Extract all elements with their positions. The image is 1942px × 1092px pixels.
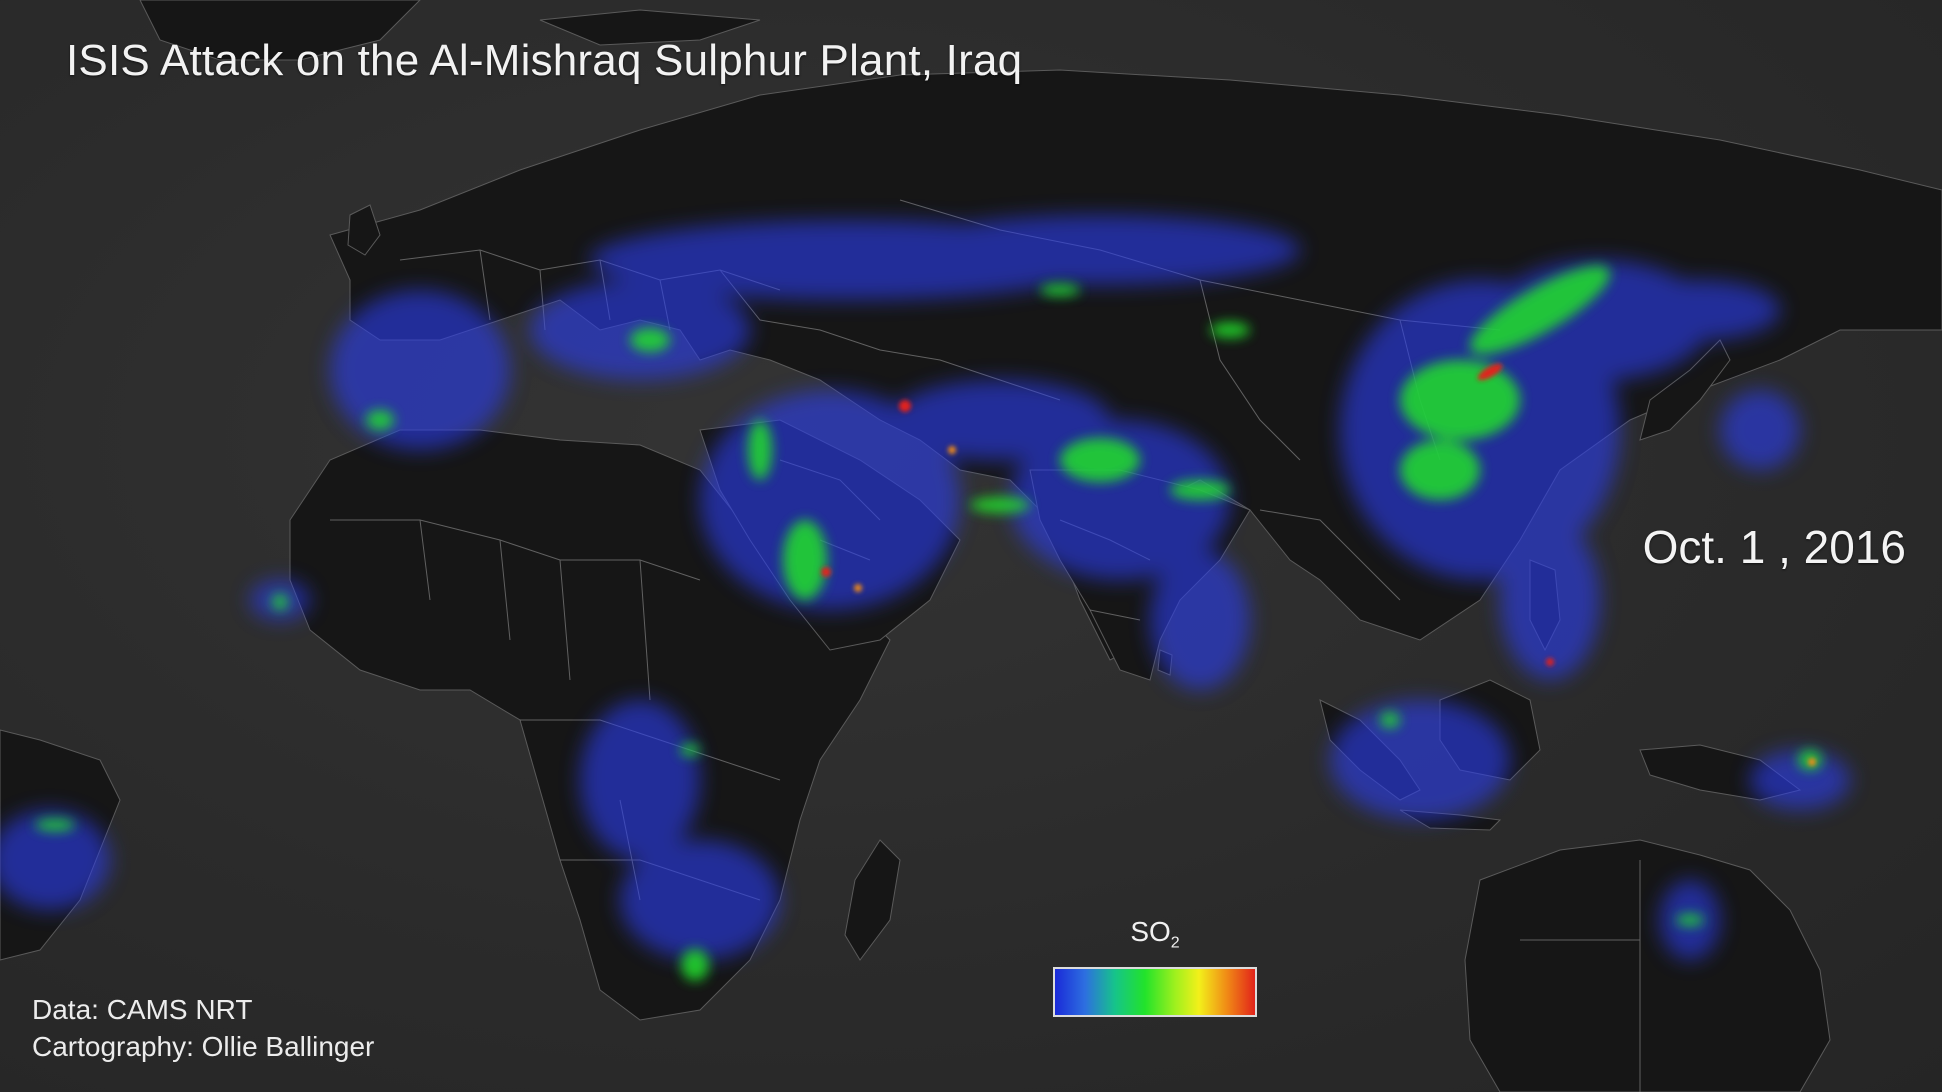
- so2-high-concentration: [821, 363, 1816, 766]
- so2-mid-concentration: [35, 265, 1822, 981]
- map-title: ISIS Attack on the Al-Mishraq Sulphur Pl…: [66, 36, 1023, 85]
- legend-label-main: SO: [1130, 916, 1171, 947]
- date-label: Oct. 1 , 2016: [1642, 521, 1906, 573]
- arctic-islands-landmass: [539, 9, 761, 46]
- so2-low-concentration: [0, 215, 1850, 960]
- greenland-landmass: [139, 0, 421, 61]
- cartography-credit: Cartography: Ollie Ballinger: [32, 1031, 375, 1062]
- so2-legend: SO2: [1053, 916, 1257, 1017]
- data-credit: Data: CAMS NRT: [32, 994, 253, 1025]
- legend-label: SO2: [1053, 916, 1257, 953]
- legend-color-bar: [1053, 966, 1257, 1017]
- al-mishraq-hotspot: [899, 400, 911, 412]
- madagascar-landmass: [844, 839, 901, 961]
- japan-landmass: [1639, 339, 1731, 441]
- australia-landmass: [1464, 839, 1831, 1092]
- uk-landmass: [347, 204, 381, 256]
- legend-label-subscript: 2: [1170, 934, 1180, 952]
